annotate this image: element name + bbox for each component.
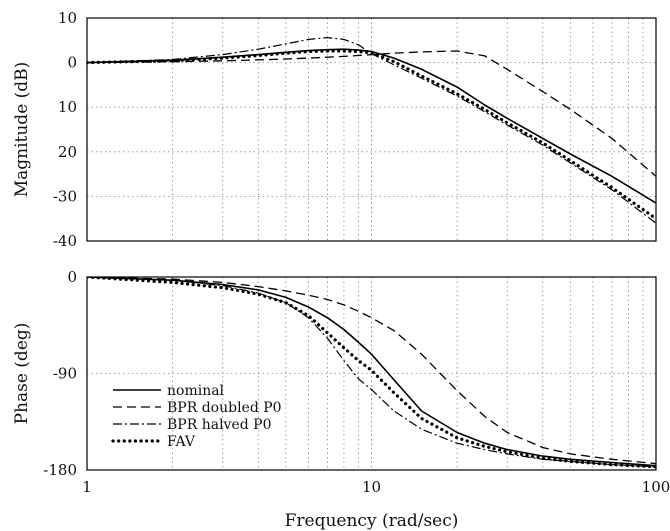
x-tick-label: 1 [82, 478, 92, 496]
y-tick-label: 10 [58, 9, 77, 27]
legend-label: BPR doubled P0 [167, 400, 282, 416]
phase-frame [86, 276, 657, 471]
y-tick-label: -40 [53, 232, 77, 250]
legend-label: nominal [167, 383, 225, 399]
magnitude-panel: 10 0 10 20 -30 -40 Magnitude (dB) [12, 9, 657, 250]
series-line-bpr-doubled-p0 [87, 277, 656, 465]
legend-label: FAV [167, 434, 196, 450]
y-tick-label: 0 [67, 54, 77, 72]
y-tick-label: -90 [53, 365, 77, 383]
x-axis-label: Frequency (rad/sec) [285, 511, 459, 531]
series-line-bpr-halved-p0 [87, 36, 656, 224]
y-tick-label: 20 [58, 143, 77, 161]
series-line-nominal [87, 48, 656, 204]
series-line-bpr-doubled-p0 [87, 50, 656, 177]
magnitude-frame [86, 17, 657, 242]
phase-panel: 0 -90 -180 1 10 100 Phase (deg) Frequency (rad/… [12, 268, 670, 531]
y-tick-label: -180 [43, 461, 77, 479]
magnitude-y-axis-label: Magnitude (dB) [12, 62, 32, 198]
phase-y-axis-label: Phase (deg) [12, 323, 32, 425]
x-tick-label: 10 [362, 478, 381, 496]
y-tick-label: -30 [53, 187, 77, 205]
y-tick-label: 10 [58, 98, 77, 116]
y-tick-label: 0 [67, 268, 77, 286]
x-tick-label: 100 [642, 478, 670, 496]
series-line-fav [87, 277, 656, 469]
legend-label: BPR halved P0 [167, 417, 271, 433]
series-line-nominal [87, 277, 656, 467]
series-line-fav [87, 49, 656, 221]
